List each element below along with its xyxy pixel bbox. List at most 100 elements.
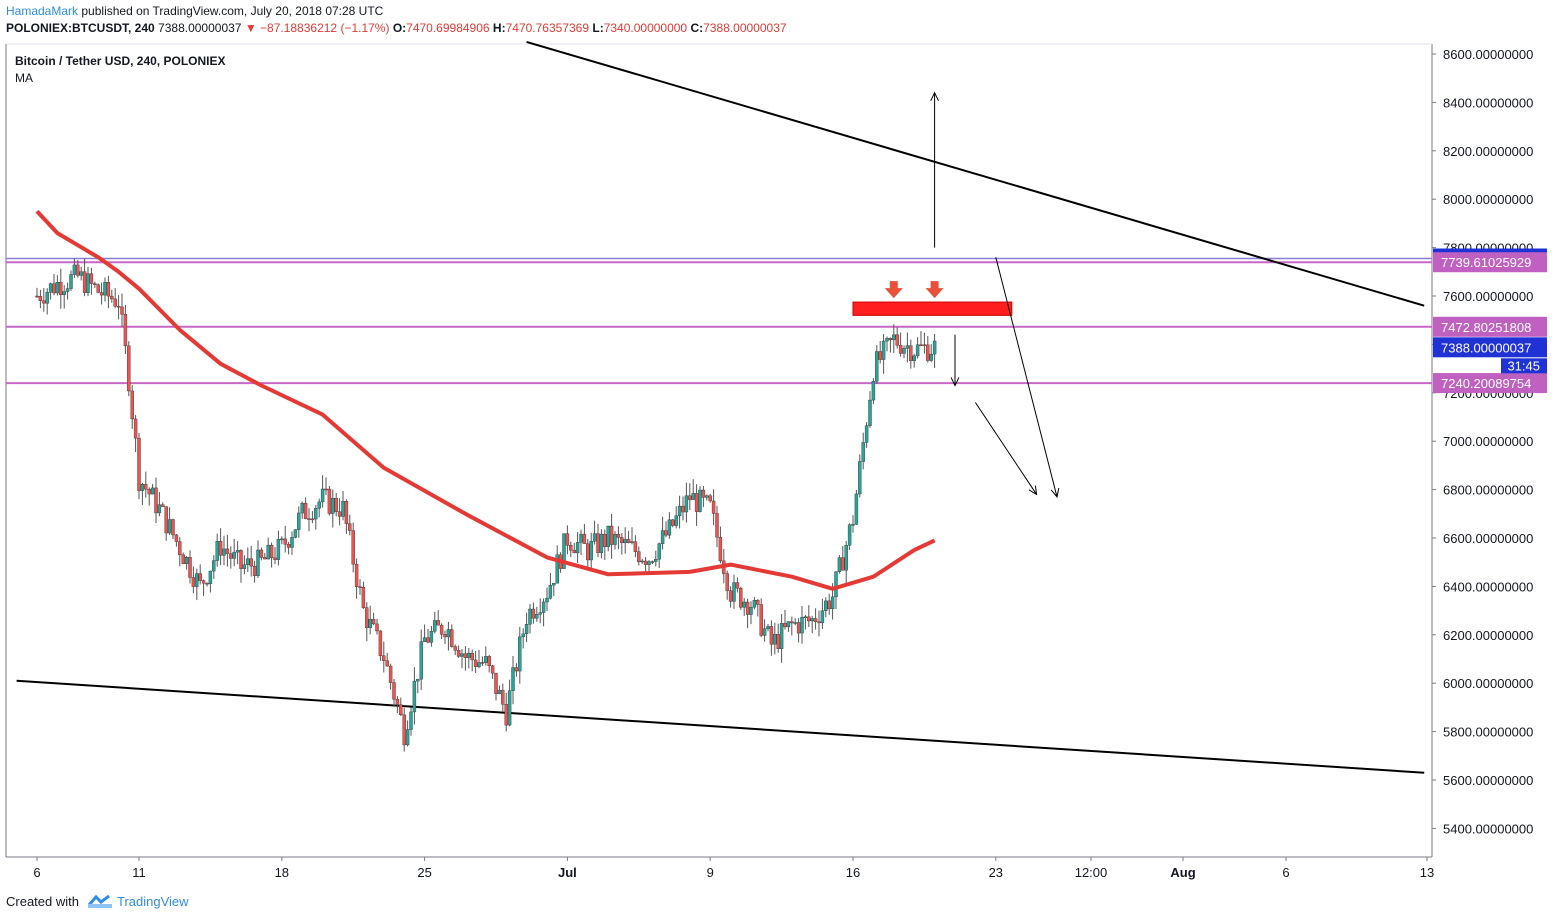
- tradingview-link[interactable]: TradingView: [116, 893, 189, 909]
- candle-down: [701, 489, 706, 498]
- candle-up: [535, 614, 539, 619]
- candle-down: [106, 282, 111, 297]
- candle-up: [69, 274, 73, 289]
- candle-down: [283, 538, 287, 545]
- candle-up: [103, 282, 107, 296]
- candle-up: [837, 557, 842, 572]
- down-arrow-marker-icon: [925, 281, 944, 299]
- candle-up: [579, 533, 583, 543]
- candle-down: [817, 621, 821, 624]
- candle-up: [667, 519, 672, 536]
- candle-down: [154, 487, 158, 514]
- price-tick-label: 6200.00000000: [1443, 628, 1533, 643]
- candle-down: [671, 519, 675, 526]
- candle-up: [810, 618, 814, 622]
- candle-down: [161, 504, 165, 507]
- candle-up: [820, 610, 825, 624]
- candle-up: [762, 628, 767, 636]
- candle-down: [116, 306, 121, 308]
- candle-down: [514, 667, 519, 672]
- candle-up: [256, 549, 260, 576]
- candle-up: [511, 667, 515, 691]
- candle-up: [932, 340, 937, 355]
- candle-up: [242, 564, 247, 569]
- candle-down: [385, 660, 389, 667]
- level-price-tag-bg: [1433, 252, 1547, 273]
- time-tick-label: 23: [989, 865, 1003, 880]
- moving-average: [35, 209, 936, 591]
- candle-down: [586, 543, 590, 561]
- candle-down: [443, 634, 447, 638]
- candle-up: [779, 623, 784, 649]
- candle-down: [35, 295, 39, 298]
- candle-down: [327, 488, 332, 514]
- candle-up: [875, 351, 879, 382]
- created-with-text: Created with: [6, 893, 79, 909]
- candle-up: [854, 493, 859, 525]
- candle-up: [79, 271, 83, 276]
- time-tick-label: 16: [846, 865, 860, 880]
- candle-down: [225, 548, 230, 554]
- candle-down: [494, 672, 498, 694]
- candle-up: [749, 606, 753, 615]
- grid-lines: [5, 43, 1433, 858]
- candle-up: [314, 508, 318, 520]
- price-tick-label: 6600.00000000: [1443, 531, 1533, 546]
- candle-down: [487, 656, 491, 667]
- candle-up: [766, 626, 770, 629]
- drawings: [852, 91, 1060, 498]
- candle-up: [844, 545, 848, 571]
- candle-down: [501, 689, 505, 705]
- candle-up: [562, 533, 566, 569]
- candle-down: [252, 565, 257, 576]
- candle-down: [783, 623, 787, 628]
- candle-down: [99, 292, 104, 296]
- candle-down: [354, 563, 359, 587]
- candle-up: [467, 653, 471, 658]
- candle-down: [399, 704, 403, 716]
- candle-up: [62, 291, 66, 295]
- candle-up: [732, 582, 736, 602]
- candle-up: [915, 344, 920, 357]
- candle-up: [705, 495, 709, 498]
- author-link[interactable]: HamadaMark: [6, 4, 79, 18]
- candle-up: [167, 519, 172, 534]
- candle-up: [552, 583, 556, 586]
- ma-line: [35, 209, 936, 591]
- last-price: 7388.00000037: [158, 21, 242, 35]
- candle-down: [113, 298, 117, 307]
- candle-up: [293, 529, 298, 538]
- candle-up: [803, 616, 808, 619]
- time-axis[interactable]: 6 11 18 25 Jul 9 16 23 12:00 Aug 6 13: [33, 857, 1434, 880]
- candle-down: [759, 604, 763, 636]
- time-tick-label: 9: [707, 865, 714, 880]
- candle-down: [439, 624, 444, 635]
- legend-indicator[interactable]: MA: [15, 71, 33, 85]
- publish-line: HamadaMark published on TradingView.com,…: [6, 3, 787, 20]
- candle-up: [422, 637, 427, 642]
- candle-up: [905, 345, 910, 349]
- candle-up: [317, 501, 321, 509]
- candle-up: [524, 624, 529, 635]
- candle-down: [89, 273, 94, 284]
- candle-up: [548, 584, 553, 599]
- candle-up: [484, 656, 488, 663]
- candle-down: [756, 600, 760, 605]
- trend-line: [16, 679, 1425, 774]
- candle-down: [531, 608, 536, 619]
- time-tick-label: 11: [132, 865, 146, 880]
- candle-down: [191, 577, 196, 587]
- candle-up: [684, 495, 689, 513]
- candle-down: [626, 539, 631, 543]
- candle-up: [892, 334, 896, 340]
- candle-down: [76, 264, 80, 276]
- price-axis[interactable]: 8600.00000000 8400.00000000 8200.00000000 8…: [1432, 47, 1547, 836]
- low-label: L:: [592, 21, 604, 35]
- candle-down: [603, 533, 607, 547]
- legend-title: Bitcoin / Tether USD, 240, POLONIEX: [15, 54, 226, 68]
- price-tick-label: 8200.00000000: [1443, 144, 1533, 159]
- candle-up: [222, 548, 226, 556]
- candle-down: [813, 618, 818, 622]
- time-tick-label: Jul: [558, 865, 577, 880]
